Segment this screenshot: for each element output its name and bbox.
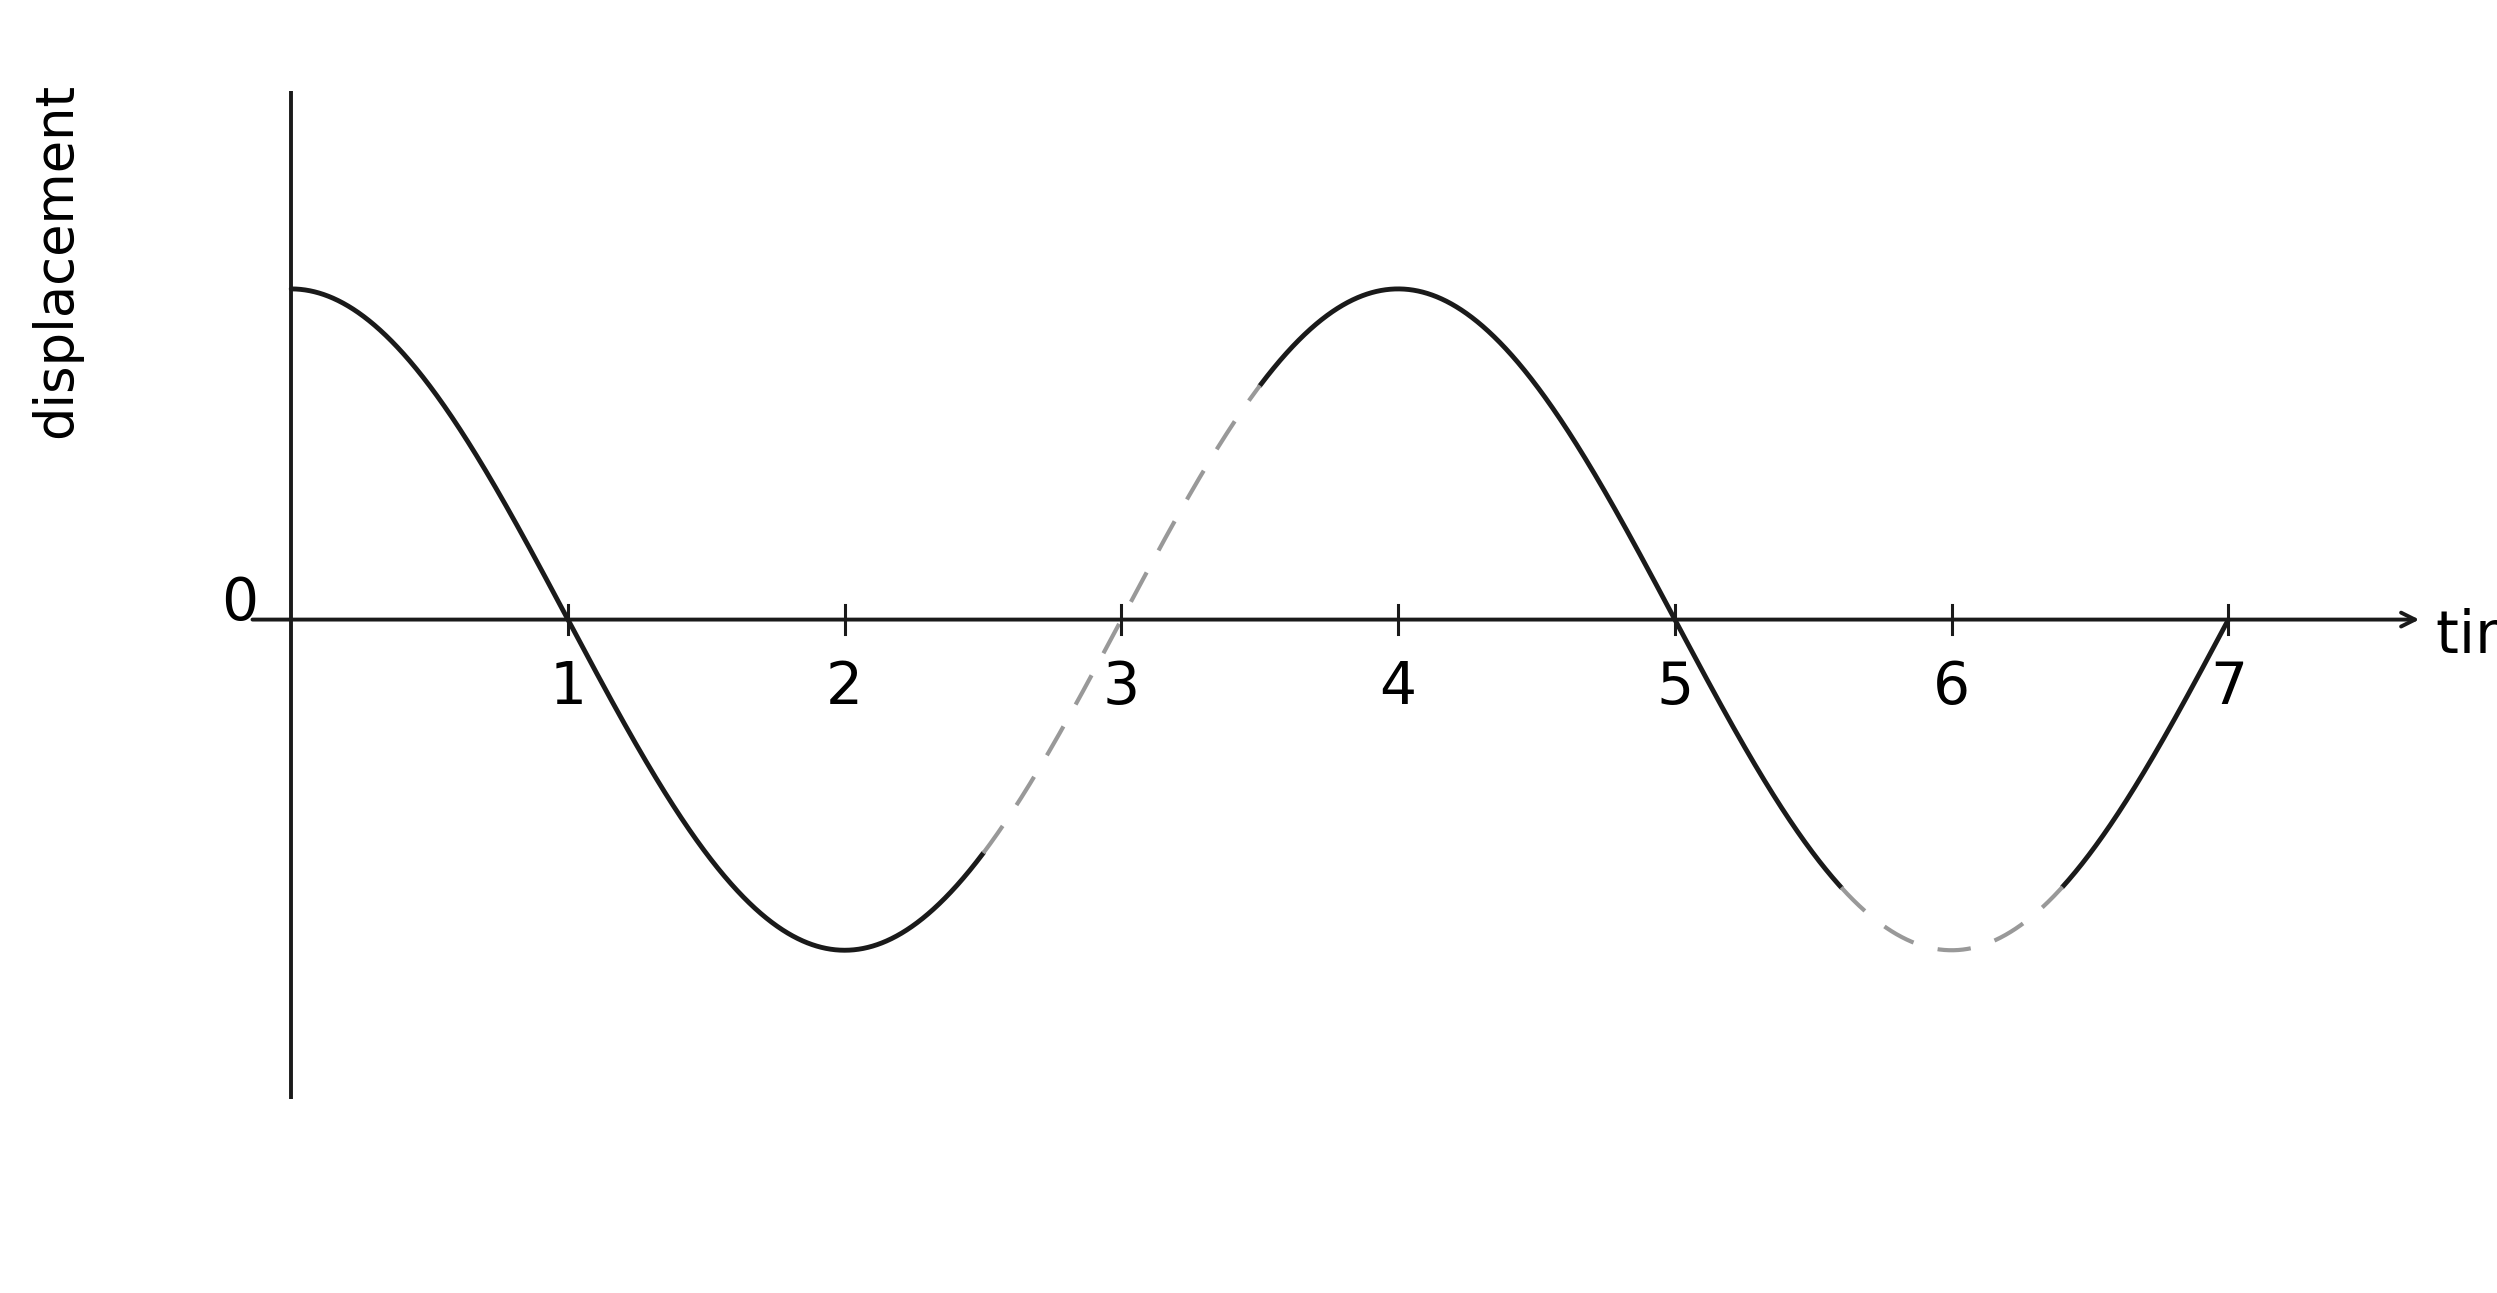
Text: 0: 0 xyxy=(220,574,257,631)
Text: 4: 4 xyxy=(1381,659,1416,716)
Text: 3: 3 xyxy=(1104,659,1141,716)
Text: 2: 2 xyxy=(827,659,864,716)
Text: displacement: displacement xyxy=(30,83,82,438)
Text: 6: 6 xyxy=(1933,659,1970,716)
Text: time (s): time (s) xyxy=(2437,608,2497,665)
Text: 5: 5 xyxy=(1656,659,1693,716)
Text: 7: 7 xyxy=(2210,659,2247,716)
Text: 1: 1 xyxy=(549,659,587,716)
